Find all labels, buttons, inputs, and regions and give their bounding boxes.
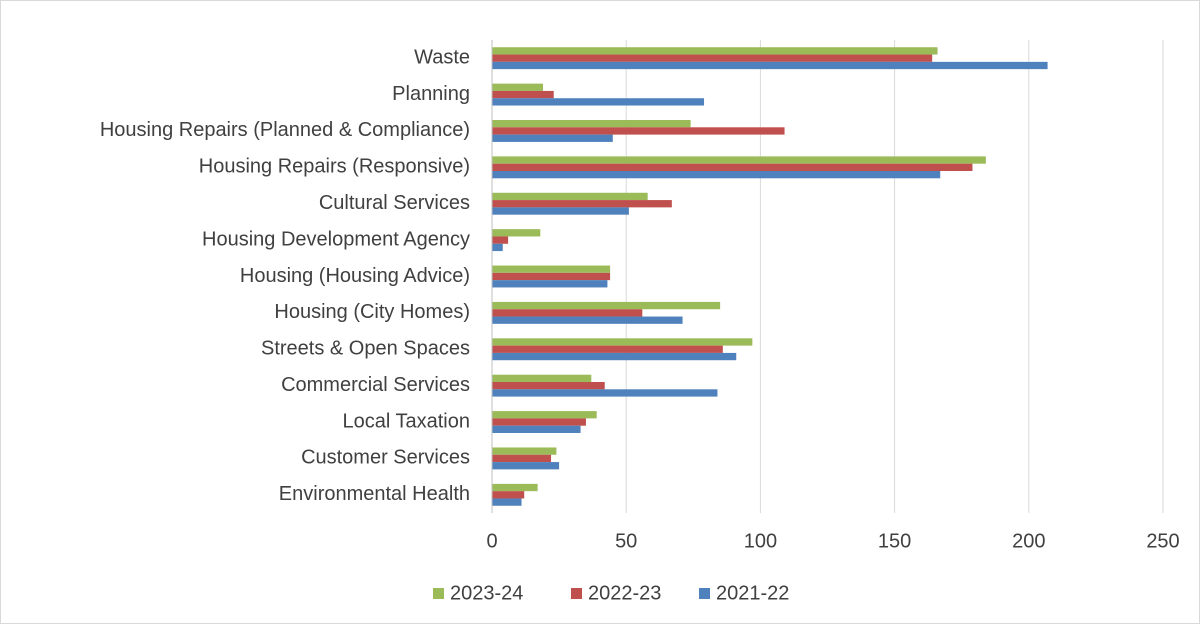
legend-label: 2023-24 (450, 582, 523, 604)
bar (492, 236, 509, 244)
x-tick-label: 50 (615, 530, 637, 552)
bar (492, 98, 705, 106)
y-tick-label: Environmental Health (279, 483, 470, 505)
bar (492, 54, 933, 62)
bar (492, 207, 629, 215)
bar (492, 454, 552, 463)
bar (492, 374, 592, 383)
y-tick-label: Housing (City Homes) (274, 301, 470, 323)
bar (492, 425, 581, 433)
y-tick-label: Cultural Services (319, 192, 470, 214)
x-tick-label: 200 (1012, 530, 1045, 552)
y-tick-label: Customer Services (301, 447, 470, 469)
y-tick-label: Waste (414, 46, 470, 68)
bar (492, 389, 718, 397)
bar (492, 462, 560, 470)
legend-swatch (433, 588, 444, 599)
bar (492, 338, 753, 346)
bar (492, 90, 554, 99)
bar (492, 47, 938, 55)
y-tick-label: Planning (392, 83, 470, 105)
bar (492, 418, 586, 426)
bar (492, 301, 721, 310)
bar (492, 127, 785, 135)
bar (492, 483, 538, 492)
bar (492, 352, 737, 361)
bar (492, 265, 611, 273)
bar (492, 280, 608, 288)
bar (492, 491, 525, 499)
bar (492, 309, 643, 317)
legend-swatch (571, 588, 582, 599)
bar (492, 447, 557, 455)
y-tick-label: Commercial Services (281, 374, 470, 396)
bar (492, 120, 691, 128)
bar (492, 272, 611, 281)
x-tick-label: 250 (1146, 530, 1179, 552)
x-tick-label: 150 (878, 530, 911, 552)
bar (492, 316, 683, 324)
bar (492, 83, 543, 91)
legend-swatch (699, 588, 710, 599)
bar (492, 156, 986, 164)
legend-label: 2021-22 (716, 582, 789, 604)
bar (492, 170, 941, 179)
bar (492, 345, 723, 353)
bar (492, 229, 541, 237)
bar (492, 61, 1048, 70)
bar (492, 498, 522, 506)
bar (492, 200, 672, 208)
y-tick-label: Housing Repairs (Responsive) (199, 156, 470, 178)
x-tick-label: 100 (744, 530, 777, 552)
y-tick-label: Housing Repairs (Planned & Compliance) (100, 119, 470, 141)
y-tick-label: Housing Development Agency (202, 228, 470, 250)
x-tick-label: 0 (486, 530, 497, 552)
bar (492, 411, 597, 419)
bar (492, 382, 605, 390)
y-tick-label: Housing (Housing Advice) (240, 265, 470, 287)
y-tick-label: Streets & Open Spaces (261, 338, 470, 360)
bar (492, 134, 613, 142)
bar (492, 163, 973, 171)
bar (492, 243, 503, 252)
y-tick-label: Local Taxation (343, 410, 471, 432)
bar (492, 192, 648, 201)
legend-label: 2022-23 (588, 582, 661, 604)
